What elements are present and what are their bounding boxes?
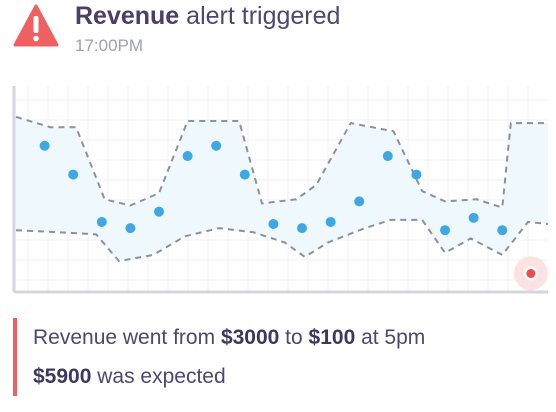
data-point — [440, 225, 451, 236]
data-point — [497, 225, 508, 236]
expected-range-band — [16, 116, 548, 262]
data-point — [325, 216, 336, 227]
data-point — [182, 151, 193, 162]
alert-title: Revenue alert triggered — [75, 2, 340, 31]
band-lower-line — [15, 218, 549, 263]
alert-title-rest: alert triggered — [179, 2, 341, 30]
alert-time: 17:00PM — [75, 36, 144, 55]
message-line-1: Revenue went from $3000 to $100 at 5pm — [33, 326, 425, 350]
band-upper-line — [15, 115, 548, 209]
expected-value: $5900 — [33, 365, 92, 388]
message-text-2: to — [279, 326, 309, 349]
data-point — [297, 223, 308, 234]
message-text-1: Revenue went from — [33, 326, 221, 349]
alert-title-strong: Revenue — [75, 2, 180, 30]
alert-header: Revenue alert triggered 17:00PM — [0, 0, 556, 64]
from-value: $3000 — [220, 326, 280, 349]
data-point — [154, 206, 165, 217]
revenue-chart — [12, 86, 549, 294]
data-point — [268, 219, 279, 230]
data-point — [68, 169, 79, 180]
data-point — [239, 169, 250, 180]
alert-message: Revenue went from $3000 to $100 at 5pm $… — [13, 318, 547, 396]
data-point — [39, 140, 50, 151]
data-point — [411, 169, 422, 180]
anomaly-point — [526, 268, 536, 278]
message-line-2: $5900 was expected — [33, 365, 226, 389]
data-point — [468, 212, 479, 223]
data-point — [354, 196, 365, 207]
data-point — [96, 216, 107, 227]
message-text-4: was expected — [91, 365, 226, 388]
data-point — [382, 151, 393, 162]
warning-triangle-icon — [13, 4, 59, 47]
data-point — [211, 140, 222, 151]
to-value: $100 — [308, 326, 356, 349]
data-point — [125, 223, 136, 234]
message-text-3: at 5pm — [355, 326, 426, 349]
